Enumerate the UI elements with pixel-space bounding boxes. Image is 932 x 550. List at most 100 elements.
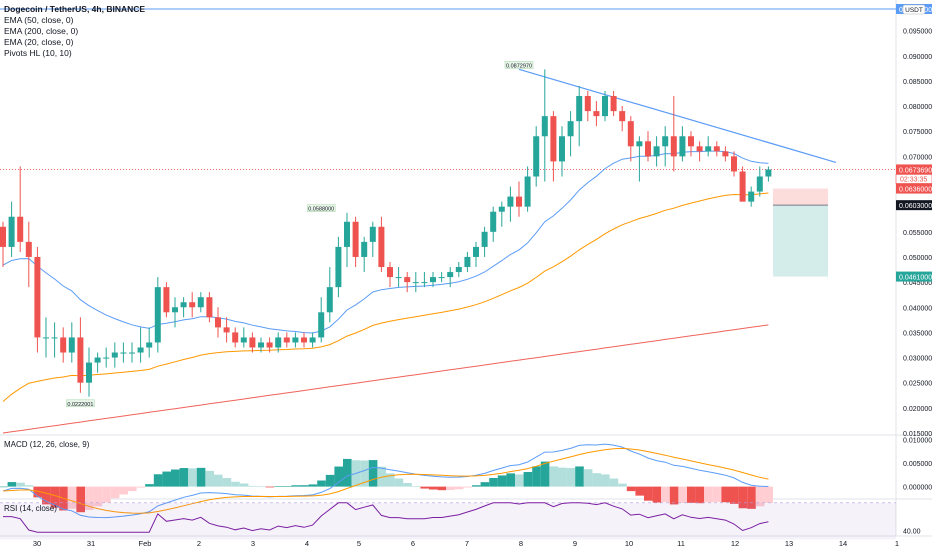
candle-up	[430, 277, 436, 283]
macd-histogram-bar	[248, 485, 257, 487]
candle-down	[387, 267, 393, 278]
macd-histogram-bar	[523, 472, 533, 487]
candle-up	[662, 136, 669, 147]
macd-histogram-bar	[110, 486, 120, 499]
x-tick-label: 2	[197, 539, 201, 548]
macd-histogram-bar	[704, 486, 713, 503]
macd-histogram-bar	[0, 486, 8, 488]
candle-down	[584, 96, 591, 112]
macd-histogram-bar	[291, 485, 300, 487]
candle-up	[326, 287, 333, 313]
macd-histogram-bar	[755, 486, 765, 507]
macd-histogram-bar	[85, 486, 94, 511]
macd-histogram-bar	[42, 486, 51, 505]
macd-histogram-bar	[515, 474, 524, 487]
macd-title[interactable]: MACD (12, 26, close, 9)	[4, 440, 90, 449]
macd-histogram-bar	[592, 473, 601, 487]
candle-down	[352, 221, 359, 257]
signal-line	[2, 447, 769, 514]
macd-histogram-bar	[33, 486, 42, 498]
macd-histogram-bar	[480, 482, 490, 487]
legend-ema20[interactable]: EMA (20, close, 0)	[4, 37, 74, 47]
candle-up	[533, 136, 540, 177]
ema50-line	[2, 192, 769, 402]
rsi-axis-label: 40.00	[903, 528, 921, 535]
pivot-label: 0.0588000	[308, 207, 334, 213]
candle-up	[412, 282, 419, 284]
last-price-badge: 0.0673690	[899, 167, 932, 174]
macd-histogram-bar	[50, 486, 60, 508]
symbol-title: Dogecoin / TetherUS, 4h, BINANCE	[4, 4, 146, 14]
macd-histogram-bar	[377, 466, 386, 487]
candle-up	[653, 146, 660, 157]
macd-histogram-bar	[188, 468, 197, 487]
macd-histogram-bar	[566, 467, 576, 487]
candle-down	[593, 111, 600, 117]
candle-down	[722, 151, 729, 157]
macd-histogram-bar	[626, 486, 636, 492]
macd-histogram-bar	[583, 469, 593, 487]
candle-up	[679, 136, 686, 157]
macd-histogram-bar	[558, 467, 567, 487]
legend-pivots[interactable]: Pivots HL (10, 10)	[4, 48, 72, 58]
chart-legend: Dogecoin / TetherUS, 4h, BINANCE EMA (50…	[4, 4, 145, 59]
pivot-label: 0.0872970	[506, 63, 532, 69]
macd-histogram-bar	[7, 482, 17, 487]
candle-down	[645, 141, 651, 157]
candle-up	[421, 282, 428, 284]
x-tick-label: 3	[251, 539, 255, 548]
x-tick-label: 12	[731, 539, 739, 548]
candle-down	[670, 136, 677, 157]
x-tick-label: 31	[87, 539, 95, 548]
legend-ema200[interactable]: EMA (200, close, 0)	[4, 26, 79, 36]
candle-up	[490, 211, 497, 232]
candle-up	[240, 337, 247, 343]
entry-badge: 0.0603000	[899, 203, 932, 210]
macd-histogram-bar	[317, 480, 326, 487]
macd-histogram-bar	[644, 486, 653, 501]
candle-down	[739, 171, 746, 202]
macd-histogram-bar	[171, 469, 180, 487]
macd-histogram-bar	[403, 482, 412, 487]
macd-histogram-bar	[721, 486, 730, 503]
macd-histogram-bar	[669, 486, 679, 505]
macd-histogram-bar	[145, 484, 154, 487]
macd-histogram-bar	[196, 467, 206, 487]
x-tick-label: 6	[411, 539, 415, 548]
macd-histogram-bar	[575, 466, 584, 487]
macd-histogram-bar	[764, 486, 773, 503]
candle-up	[51, 337, 58, 339]
candle-down	[0, 226, 6, 247]
candle-up	[602, 96, 608, 117]
rsi-line	[3, 502, 769, 533]
candle-down	[77, 337, 84, 383]
legend-ema50[interactable]: EMA (50, close, 0)	[4, 15, 74, 25]
x-tick-label: 4	[305, 539, 309, 548]
macd-histogram-bar	[738, 486, 748, 509]
candle-down	[249, 337, 256, 348]
candle-up	[576, 96, 583, 122]
candle-up	[498, 206, 505, 212]
macd-histogram-bar	[446, 486, 455, 490]
macd-histogram-bar	[360, 460, 369, 487]
macd-histogram-bar	[334, 466, 343, 487]
pivot-label-box	[504, 61, 534, 69]
candle-down	[688, 136, 694, 147]
candle-up	[43, 337, 49, 339]
candle-down	[610, 96, 617, 112]
candle-up	[275, 337, 282, 348]
candle-down	[731, 156, 737, 172]
currency-button[interactable]	[902, 4, 926, 15]
candle-up	[369, 226, 376, 242]
y-tick-label: 0.0150000	[903, 431, 932, 438]
macd-histogram-bar	[652, 486, 662, 503]
rsi-title[interactable]: RSI (14, close)	[4, 504, 57, 513]
macd-histogram-bar	[76, 486, 85, 513]
